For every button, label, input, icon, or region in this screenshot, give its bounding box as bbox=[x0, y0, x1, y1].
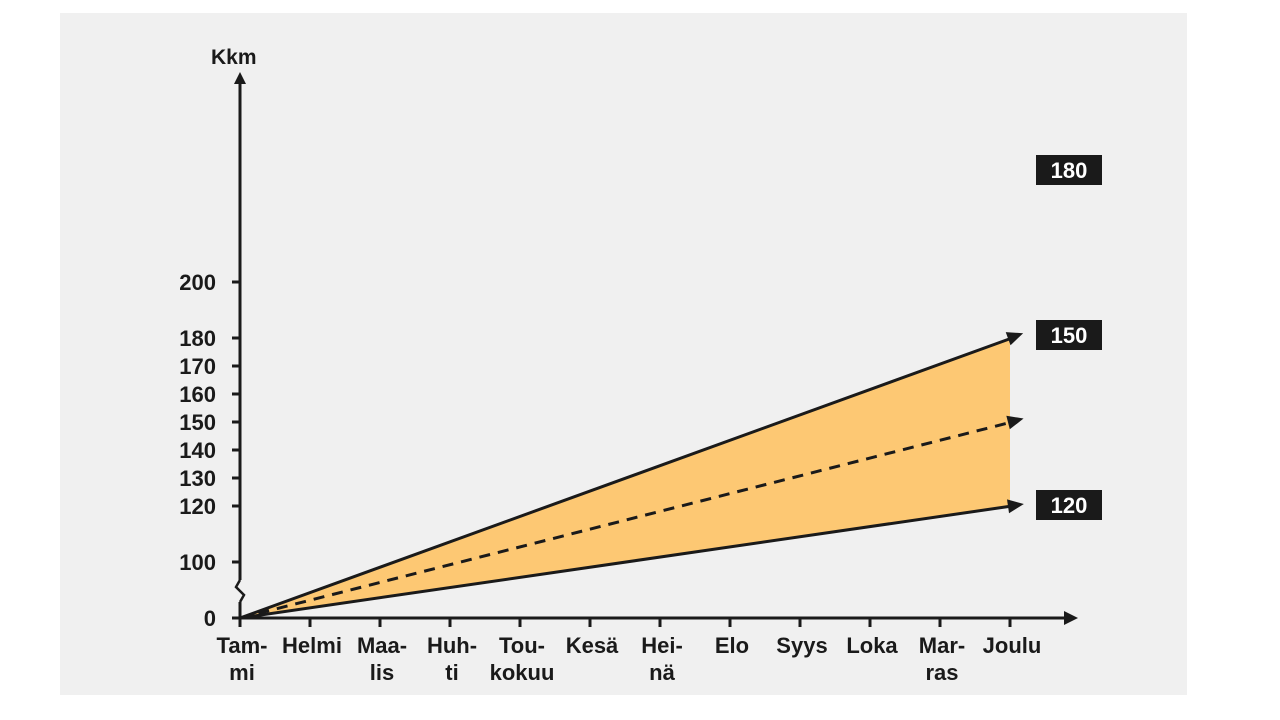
x-tick-label: kokuu bbox=[490, 660, 555, 685]
x-tick-label: Joulu bbox=[983, 633, 1042, 658]
y-axis-break bbox=[234, 579, 246, 603]
x-tick-label: Huh- bbox=[427, 633, 477, 658]
end-value-badge bbox=[1036, 320, 1102, 350]
x-tick-label: Hei- bbox=[641, 633, 683, 658]
end-value-label: 120 bbox=[1051, 493, 1088, 518]
series-arrowhead bbox=[1005, 332, 1024, 346]
x-tick-label: Elo bbox=[715, 633, 749, 658]
y-tick-label: 150 bbox=[179, 410, 216, 435]
y-axis-label: Kkm bbox=[211, 46, 257, 69]
y-tick-label: 200 bbox=[179, 270, 216, 295]
x-tick-label: mi bbox=[229, 660, 255, 685]
end-value-label: 150 bbox=[1051, 323, 1088, 348]
y-tick-label: 130 bbox=[179, 466, 216, 491]
y-tick-label: 160 bbox=[179, 382, 216, 407]
y-tick-label: 0 bbox=[204, 606, 216, 631]
end-value-badge bbox=[1036, 490, 1102, 520]
y-tick-label: 100 bbox=[179, 550, 216, 575]
end-value-label: 180 bbox=[1051, 158, 1088, 183]
x-tick-label: nä bbox=[649, 660, 675, 685]
chart-panel: 0 100 120 130 140 150 160 170 180 200 Kkm Tam-mi Hel… bbox=[60, 13, 1187, 695]
series-line bbox=[239, 336, 1013, 620]
projection-chart: 0 100 120 130 140 150 160 170 180 200 Kkm Tam-mi Hel… bbox=[179, 46, 1102, 685]
y-tick-label: 120 bbox=[179, 494, 216, 519]
x-tick-label: ras bbox=[925, 660, 958, 685]
x-tick-label: Tam- bbox=[217, 633, 268, 658]
x-tick-label: Mar- bbox=[919, 633, 965, 658]
x-tick-label: Kesä bbox=[566, 633, 619, 658]
x-tick-label: ti bbox=[445, 660, 458, 685]
x-axis-arrow bbox=[1064, 611, 1078, 625]
x-tick-label: Loka bbox=[846, 633, 898, 658]
y-tick-label: 180 bbox=[179, 326, 216, 351]
y-tick-label: 140 bbox=[179, 438, 216, 463]
x-tick-label: lis bbox=[370, 660, 394, 685]
series-arrowhead bbox=[1007, 499, 1024, 514]
series-line bbox=[239, 504, 1013, 620]
x-tick-label: Syys bbox=[776, 633, 827, 658]
x-tick-label: Tou- bbox=[499, 633, 545, 658]
series-arrowhead bbox=[1006, 415, 1024, 430]
x-tick-label: Helmi bbox=[282, 633, 342, 658]
x-tick-label: Maa- bbox=[357, 633, 407, 658]
y-tick-label: 170 bbox=[179, 354, 216, 379]
end-value-badge bbox=[1036, 155, 1102, 185]
y-axis-arrow bbox=[234, 72, 246, 84]
